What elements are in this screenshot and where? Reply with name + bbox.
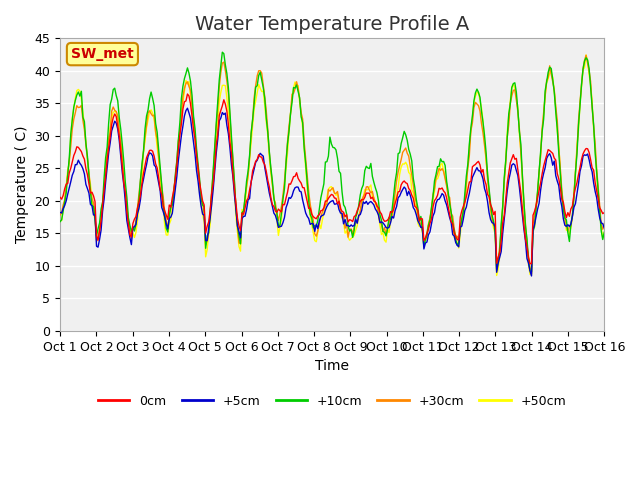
X-axis label: Time: Time (316, 359, 349, 373)
Y-axis label: Temperature ( C): Temperature ( C) (15, 126, 29, 243)
Title: Water Temperature Profile A: Water Temperature Profile A (195, 15, 469, 34)
Legend: 0cm, +5cm, +10cm, +30cm, +50cm: 0cm, +5cm, +10cm, +30cm, +50cm (93, 390, 572, 413)
Text: SW_met: SW_met (71, 47, 134, 61)
